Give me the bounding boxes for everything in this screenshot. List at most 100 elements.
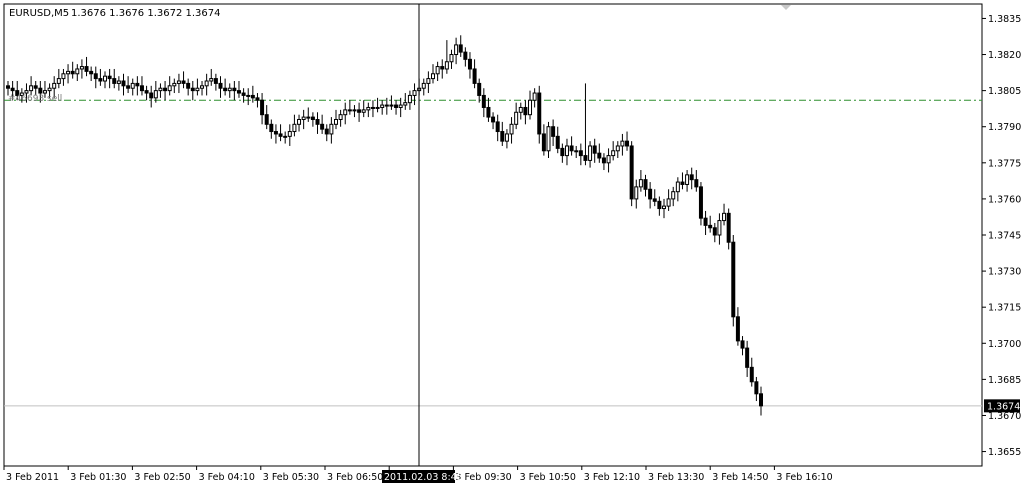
y-tick-label: 1.3820 bbox=[988, 50, 1021, 61]
candle-body bbox=[176, 80, 181, 84]
candle-body bbox=[380, 104, 385, 108]
y-tick-label: 1.3700 bbox=[988, 339, 1021, 350]
candle-body bbox=[491, 116, 496, 123]
candle-body bbox=[144, 90, 149, 94]
candle-body bbox=[329, 123, 334, 135]
candle-body bbox=[546, 126, 551, 152]
candle-body bbox=[551, 126, 556, 137]
candle-body bbox=[213, 78, 218, 84]
candle-body bbox=[163, 87, 168, 92]
candle-body bbox=[495, 121, 500, 133]
candle-body bbox=[555, 135, 560, 149]
candle-body bbox=[333, 119, 338, 125]
candle-body bbox=[52, 82, 57, 89]
candle-body bbox=[435, 66, 440, 75]
x-tick-label: 3 Feb 02:50 bbox=[134, 472, 190, 483]
candle-body bbox=[657, 200, 662, 210]
candle-body bbox=[444, 61, 449, 70]
candle-body bbox=[574, 150, 579, 153]
candle-body bbox=[454, 44, 459, 56]
candle-body bbox=[712, 227, 717, 236]
candle-body bbox=[412, 90, 417, 96]
x-tick-label: 3 Feb 10:50 bbox=[520, 472, 576, 483]
candle-body bbox=[200, 85, 205, 89]
y-tick-label: 1.3670 bbox=[988, 411, 1021, 422]
candle-body bbox=[398, 104, 403, 108]
candle-body bbox=[190, 87, 195, 92]
candle-body bbox=[384, 104, 389, 107]
candle-body bbox=[629, 145, 634, 200]
candle-body bbox=[440, 66, 445, 70]
candle-body bbox=[297, 119, 302, 125]
crosshair-time-label: 2011.02.03 8:45 bbox=[384, 472, 463, 483]
candle-body bbox=[66, 70, 71, 75]
x-tick-label: 3 Feb 09:30 bbox=[455, 472, 511, 483]
candle-body bbox=[301, 116, 306, 120]
candle-body bbox=[19, 92, 24, 96]
x-tick-label: 3 Feb 16:10 bbox=[776, 472, 832, 483]
candle-body bbox=[389, 104, 394, 107]
candle-body bbox=[749, 366, 754, 383]
candle-body bbox=[130, 82, 135, 89]
candle-body bbox=[324, 128, 329, 135]
candle-body bbox=[292, 123, 297, 133]
candle-body bbox=[93, 73, 98, 80]
candle-body bbox=[260, 99, 265, 116]
candle-body bbox=[431, 73, 436, 80]
candle-body bbox=[283, 135, 288, 138]
candle-body bbox=[116, 80, 121, 84]
candle-body bbox=[232, 87, 237, 92]
candle-body bbox=[56, 78, 61, 84]
candle-body bbox=[79, 66, 84, 70]
y-tick-label: 1.3745 bbox=[988, 231, 1021, 242]
candle-body bbox=[717, 220, 722, 236]
candle-body bbox=[338, 114, 343, 120]
x-tick-label: 3 Feb 2011 bbox=[6, 472, 59, 483]
candle-body bbox=[708, 224, 713, 229]
candle-body bbox=[661, 205, 666, 210]
candle-body bbox=[509, 123, 514, 135]
order-line-label[interactable]: #46693 sell bbox=[8, 94, 62, 104]
candle-body bbox=[370, 106, 375, 109]
candle-body bbox=[107, 75, 112, 80]
candle-body bbox=[463, 51, 468, 60]
candle-body bbox=[606, 155, 611, 164]
candle-body bbox=[255, 97, 260, 101]
candle-body bbox=[236, 90, 241, 94]
symbol-label: EURUSD,M5 bbox=[9, 8, 69, 19]
candle-body bbox=[347, 109, 352, 112]
candle-body bbox=[694, 179, 699, 188]
candle-body bbox=[588, 145, 593, 161]
candle-body bbox=[541, 133, 546, 152]
candle-body bbox=[366, 106, 371, 111]
candle-body bbox=[685, 174, 690, 185]
candle-body bbox=[158, 87, 163, 92]
candle-body bbox=[10, 87, 15, 92]
chart-shift-marker-icon[interactable] bbox=[781, 5, 791, 10]
candle-body bbox=[357, 109, 362, 113]
candle-body bbox=[112, 78, 117, 84]
candle-body bbox=[745, 347, 750, 368]
candle-body bbox=[759, 393, 763, 407]
candle-body bbox=[421, 82, 426, 89]
candle-body bbox=[592, 145, 597, 154]
candle-body bbox=[361, 109, 366, 113]
y-tick-label: 1.3730 bbox=[988, 267, 1021, 278]
candle-body bbox=[638, 179, 643, 188]
candle-body bbox=[24, 90, 29, 94]
candle-body bbox=[75, 68, 80, 75]
candle-body bbox=[675, 181, 680, 193]
candle-body bbox=[153, 90, 158, 99]
candle-body bbox=[250, 94, 255, 99]
candle-body bbox=[740, 340, 745, 349]
candle-body bbox=[611, 150, 616, 157]
candle-body bbox=[33, 85, 38, 89]
candle-body bbox=[269, 123, 274, 133]
candle-body bbox=[394, 104, 399, 108]
candle-body bbox=[126, 85, 131, 89]
candle-body bbox=[726, 212, 731, 243]
candle-body bbox=[98, 78, 103, 82]
x-tick-label: 3 Feb 13:30 bbox=[648, 472, 704, 483]
